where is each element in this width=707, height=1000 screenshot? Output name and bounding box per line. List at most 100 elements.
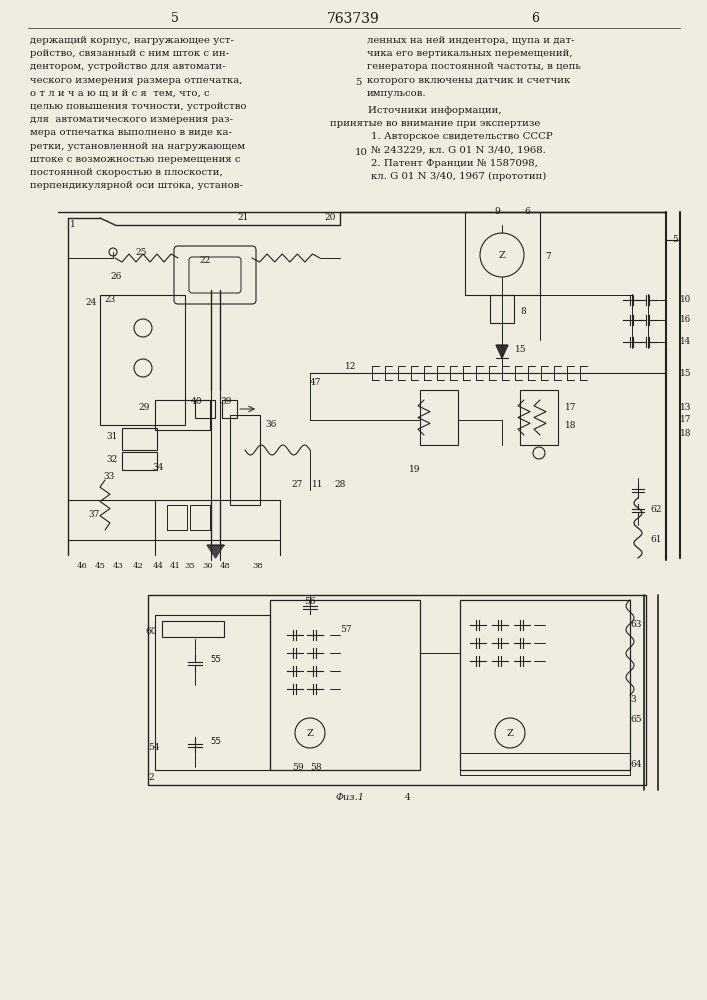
Text: 31: 31 bbox=[107, 432, 118, 441]
Text: 15: 15 bbox=[680, 368, 691, 377]
Text: 39: 39 bbox=[221, 397, 232, 406]
Text: ческого измерения размера отпечатка,: ческого измерения размера отпечатка, bbox=[30, 76, 243, 85]
Text: для  автоматического измерения раз-: для автоматического измерения раз- bbox=[30, 115, 233, 124]
Text: 13: 13 bbox=[680, 403, 691, 412]
Text: 62: 62 bbox=[650, 505, 661, 514]
Text: 35: 35 bbox=[185, 562, 195, 570]
Text: 57: 57 bbox=[340, 625, 351, 634]
Text: 2: 2 bbox=[148, 773, 153, 782]
Bar bbox=[148, 595, 646, 785]
Text: Источники информации,: Источники информации, bbox=[368, 106, 502, 115]
Text: 29: 29 bbox=[139, 403, 150, 412]
Text: 46: 46 bbox=[76, 562, 88, 570]
Bar bbox=[420, 390, 458, 445]
Text: 19: 19 bbox=[409, 465, 421, 474]
Text: о т л и ч а ю щ и й с я  тем, что, с: о т л и ч а ю щ и й с я тем, что, с bbox=[30, 89, 209, 98]
Bar bbox=[490, 295, 514, 323]
Text: дентором, устройство для автомати-: дентором, устройство для автомати- bbox=[30, 62, 226, 71]
Text: 6: 6 bbox=[531, 12, 539, 25]
Text: 10: 10 bbox=[355, 148, 368, 157]
Bar bbox=[222, 400, 237, 418]
Text: 763739: 763739 bbox=[327, 12, 380, 26]
Text: 41: 41 bbox=[170, 562, 180, 570]
Text: 25: 25 bbox=[135, 248, 146, 257]
Bar bbox=[155, 400, 210, 430]
Bar bbox=[460, 753, 630, 775]
Text: 21: 21 bbox=[238, 213, 249, 222]
Bar bbox=[230, 415, 260, 505]
Text: 44: 44 bbox=[153, 562, 163, 570]
Text: 37: 37 bbox=[88, 510, 100, 519]
Text: 54: 54 bbox=[148, 743, 160, 752]
Text: 7: 7 bbox=[545, 252, 551, 261]
Text: 18: 18 bbox=[680, 430, 691, 438]
Text: 30: 30 bbox=[203, 562, 214, 570]
Text: 55: 55 bbox=[210, 738, 221, 746]
Bar bbox=[167, 505, 187, 530]
Text: генератора постоянной частоты, в цепь: генератора постоянной частоты, в цепь bbox=[367, 62, 580, 71]
Text: 63: 63 bbox=[630, 620, 641, 629]
Bar bbox=[122, 452, 157, 470]
Text: принятые во внимание при экспертизе: принятые во внимание при экспертизе bbox=[329, 119, 540, 128]
Text: импульсов.: импульсов. bbox=[367, 89, 426, 98]
Bar bbox=[270, 600, 420, 770]
Text: 8: 8 bbox=[520, 307, 526, 316]
Bar bbox=[460, 600, 630, 770]
Text: 26: 26 bbox=[110, 272, 122, 281]
Polygon shape bbox=[496, 345, 508, 358]
Text: 27: 27 bbox=[291, 480, 303, 489]
Text: 11: 11 bbox=[312, 480, 324, 489]
Text: 34: 34 bbox=[152, 463, 164, 472]
Bar bbox=[122, 428, 157, 450]
Text: ленных на ней индентора, щупа и дат-: ленных на ней индентора, щупа и дат- bbox=[367, 36, 575, 45]
Text: 45: 45 bbox=[95, 562, 105, 570]
Text: 24: 24 bbox=[86, 298, 97, 307]
Text: 6: 6 bbox=[524, 207, 530, 216]
Text: 5: 5 bbox=[672, 235, 678, 244]
Text: 18: 18 bbox=[565, 420, 576, 430]
Text: ретки, установленной на нагружающем: ретки, установленной на нагружающем bbox=[30, 142, 245, 151]
Text: 59: 59 bbox=[292, 763, 304, 772]
Text: 17: 17 bbox=[680, 416, 691, 424]
Text: 22: 22 bbox=[199, 256, 211, 265]
Text: Φиз.1: Φиз.1 bbox=[336, 793, 365, 802]
Text: 16: 16 bbox=[680, 316, 691, 324]
Text: 33: 33 bbox=[104, 472, 115, 481]
Text: 9: 9 bbox=[494, 207, 500, 216]
Text: 47: 47 bbox=[310, 378, 322, 387]
Text: 2. Патент Франции № 1587098,: 2. Патент Франции № 1587098, bbox=[371, 159, 538, 168]
Text: мера отпечатка выполнено в виде ка-: мера отпечатка выполнено в виде ка- bbox=[30, 128, 232, 137]
Text: 15: 15 bbox=[515, 346, 527, 355]
Text: 5: 5 bbox=[355, 78, 361, 87]
Text: 61: 61 bbox=[650, 535, 662, 544]
Text: ройство, связанный с ним шток с ин-: ройство, связанный с ним шток с ин- bbox=[30, 49, 229, 58]
Text: № 243229, кл. G 01 N 3/40, 1968.: № 243229, кл. G 01 N 3/40, 1968. bbox=[371, 146, 546, 155]
Text: держащий корпус, нагружающее уст-: держащий корпус, нагружающее уст- bbox=[30, 36, 234, 45]
Text: 23: 23 bbox=[104, 295, 115, 304]
Text: 4: 4 bbox=[405, 793, 411, 802]
Bar bbox=[190, 505, 210, 530]
Text: 1. Авторское свидетельство СССР: 1. Авторское свидетельство СССР bbox=[371, 132, 553, 141]
Text: 60: 60 bbox=[146, 627, 157, 636]
Text: 17: 17 bbox=[565, 403, 576, 412]
Text: 14: 14 bbox=[680, 338, 691, 347]
Text: 10: 10 bbox=[680, 296, 691, 304]
Text: 5: 5 bbox=[171, 12, 179, 25]
Text: Z: Z bbox=[498, 250, 506, 259]
Text: штоке с возможностью перемещения с: штоке с возможностью перемещения с bbox=[30, 155, 240, 164]
Text: 38: 38 bbox=[252, 562, 264, 570]
Text: целью повышения точности, устройство: целью повышения точности, устройство bbox=[30, 102, 247, 111]
Bar bbox=[465, 212, 540, 295]
Text: кл. G 01 N 3/40, 1967 (прототип): кл. G 01 N 3/40, 1967 (прототип) bbox=[371, 172, 547, 181]
Bar bbox=[162, 621, 224, 637]
Text: 40: 40 bbox=[192, 397, 203, 406]
Bar bbox=[155, 615, 270, 770]
Text: 1: 1 bbox=[70, 220, 76, 229]
Text: 56: 56 bbox=[304, 597, 316, 606]
Text: чика его вертикальных перемещений,: чика его вертикальных перемещений, bbox=[367, 49, 573, 58]
Bar bbox=[195, 400, 215, 418]
Text: 55: 55 bbox=[210, 656, 221, 664]
Text: 65: 65 bbox=[630, 715, 642, 724]
Bar bbox=[520, 390, 558, 445]
Text: постоянной скоростью в плоскости,: постоянной скоростью в плоскости, bbox=[30, 168, 223, 177]
